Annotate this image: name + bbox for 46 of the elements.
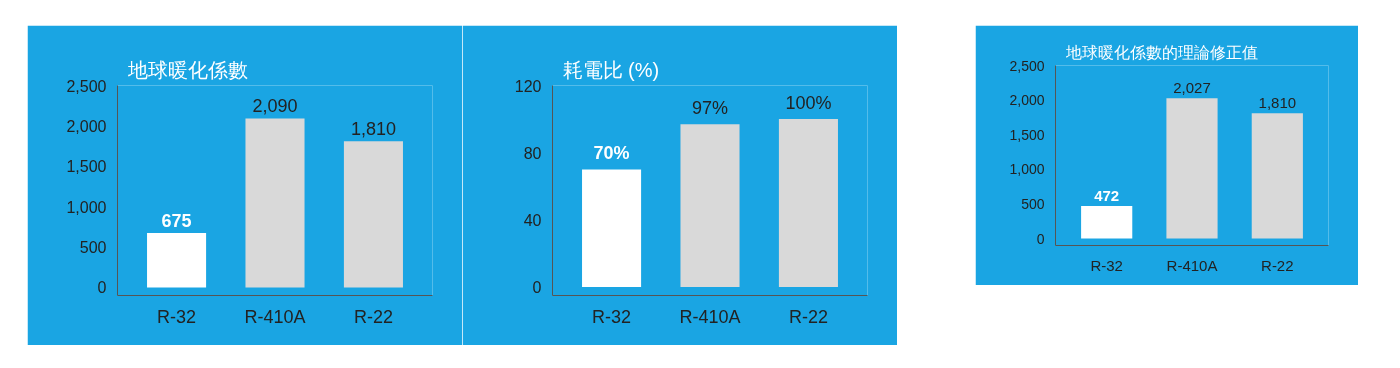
y-tick-label: 2,000 bbox=[1009, 92, 1045, 109]
x-tick-label: R-410A bbox=[1166, 256, 1218, 274]
data-label: 472 bbox=[1094, 186, 1120, 204]
data-label: 2,090 bbox=[252, 96, 298, 117]
x-tick-label: R-410A bbox=[244, 306, 306, 327]
x-tick-label: R-22 bbox=[353, 306, 393, 327]
bar bbox=[680, 124, 740, 288]
y-tick-label: 40 bbox=[523, 211, 542, 229]
x-tick-label: R-32 bbox=[592, 306, 632, 327]
data-label: 70% bbox=[593, 143, 630, 164]
bar bbox=[343, 141, 403, 288]
bar bbox=[778, 119, 838, 288]
x-tick-label: R-22 bbox=[1261, 256, 1294, 274]
bar bbox=[147, 232, 207, 288]
data-label: 675 bbox=[161, 210, 192, 231]
y-tick-label: 2,500 bbox=[66, 77, 107, 95]
x-tick-label: R-410A bbox=[679, 306, 741, 327]
x-tick-label: R-32 bbox=[1090, 256, 1123, 274]
x-tick-label: R-22 bbox=[788, 306, 828, 327]
y-tick-label: 120 bbox=[514, 77, 542, 95]
bar bbox=[582, 169, 642, 288]
bar bbox=[245, 118, 305, 288]
y-tick-label: 80 bbox=[523, 144, 542, 162]
y-tick-label: 500 bbox=[79, 239, 107, 257]
y-tick-label: 2,500 bbox=[1009, 57, 1045, 74]
data-label: 1,810 bbox=[1258, 93, 1297, 111]
bar bbox=[1251, 113, 1303, 239]
data-label: 100% bbox=[785, 92, 832, 113]
x-tick-label: R-32 bbox=[157, 306, 197, 327]
data-label: 2,027 bbox=[1173, 78, 1211, 96]
y-tick-label: 500 bbox=[1021, 195, 1045, 212]
y-tick-label: 0 bbox=[97, 279, 107, 297]
chart-title: 地球暖化係數 bbox=[126, 58, 248, 81]
chart-title: 耗電比 (%) bbox=[562, 58, 660, 81]
data-label: 97% bbox=[691, 97, 729, 118]
data-label: 1,810 bbox=[350, 118, 396, 139]
y-tick-label: 1,500 bbox=[66, 158, 107, 176]
y-tick-label: 0 bbox=[532, 279, 542, 297]
chart-title: 地球暖化係數的理論修正值 bbox=[1064, 43, 1258, 61]
bar bbox=[1081, 205, 1133, 239]
y-tick-label: 2,000 bbox=[66, 117, 107, 135]
bar bbox=[1166, 98, 1218, 239]
y-tick-label: 1,000 bbox=[66, 198, 107, 216]
y-tick-label: 1,000 bbox=[1009, 161, 1045, 178]
y-tick-label: 0 bbox=[1036, 230, 1045, 247]
y-tick-label: 1,500 bbox=[1009, 126, 1045, 143]
